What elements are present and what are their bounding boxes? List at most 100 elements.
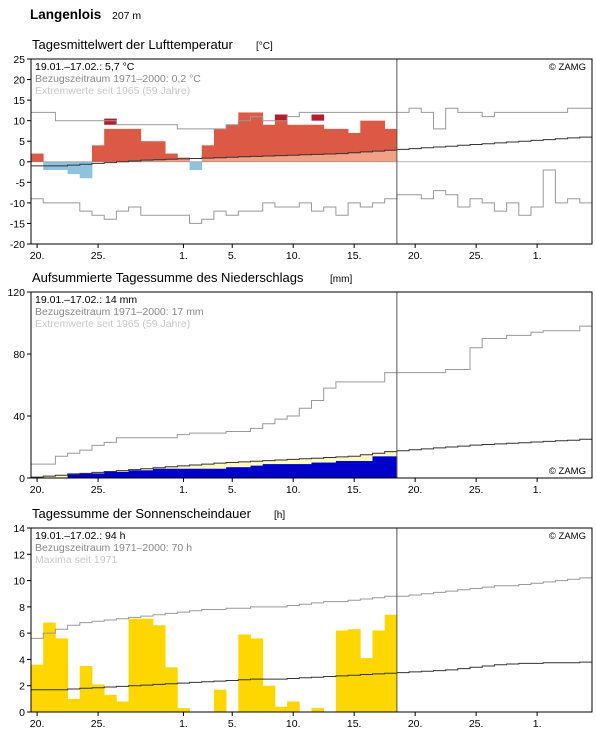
sun-bar — [335, 630, 349, 712]
precip-plot-border — [30, 291, 593, 479]
sun-ytick-label: 10 — [13, 576, 25, 588]
precip-info-line-3: Extremwerte seit 1965 (59 Jahre) — [35, 318, 190, 330]
precip-bar — [250, 465, 264, 478]
temp-info-line-2: Bezugszeitraum 1971–2000: 0,2 °C — [35, 73, 201, 85]
temp-ytick-label: 0 — [19, 157, 25, 169]
precip-bar — [201, 468, 215, 478]
temp-chart-title: Tagesmittelwert der Lufttemperatur — [32, 37, 234, 52]
temp-bar-anomaly — [274, 120, 288, 156]
temp-bar-mild — [323, 153, 337, 162]
sun-bar — [165, 667, 178, 712]
sun-ytick-label: 6 — [19, 628, 25, 640]
sun-xtick-label: 1. — [533, 718, 542, 729]
sun-bar — [360, 658, 373, 712]
temp-bar-record — [311, 114, 325, 121]
sun-info-line-1: 19.01.–17.02.: 94 h — [35, 530, 126, 542]
temp-bar-mild — [201, 158, 215, 162]
sun-plot-frame — [30, 527, 593, 713]
sun-bar — [384, 614, 398, 712]
temp-xtick-label: 20. — [30, 250, 45, 262]
sun-bar — [67, 698, 81, 712]
temp-bar-anomaly — [384, 128, 398, 151]
precip-ytick-label: 0 — [19, 473, 25, 485]
sun-bar — [372, 630, 386, 712]
sun-chart-unit: [h] — [274, 510, 285, 521]
temp-xtick-label: 20. — [408, 250, 423, 262]
sun-ytick-label: 0 — [19, 707, 25, 719]
precip-xtick-label: 25. — [91, 484, 106, 496]
sun-ytick-label: 14 — [13, 523, 25, 535]
temp-min-line — [31, 169, 592, 224]
temp-max-line — [31, 107, 592, 130]
sun-xtick-label: 10. — [286, 718, 301, 729]
precip-bar — [165, 468, 178, 478]
precip-bar — [189, 468, 203, 478]
sun-bar — [262, 685, 276, 712]
precip-bar — [360, 461, 373, 478]
precip-ytick-label: 120 — [7, 287, 25, 299]
precip-bar — [287, 464, 300, 478]
precip-xtick-label: 5. — [228, 484, 237, 496]
temp-bar-anomaly — [323, 128, 337, 154]
temp-bar-anomaly — [104, 128, 117, 162]
precip-bar — [311, 462, 325, 478]
temp-bar-mild — [250, 156, 264, 162]
temp-bar-anomaly — [348, 133, 361, 153]
sun-xtick-label: 20. — [408, 718, 423, 729]
temp-xtick-label: 25. — [91, 250, 106, 262]
sun-bar — [31, 664, 44, 712]
precip-ref-line — [31, 438, 592, 478]
temp-bar-mild — [152, 159, 166, 162]
precip-xtick-label: 20. — [30, 484, 45, 496]
sun-ref-line — [31, 661, 592, 691]
precip-chart: 120 80 40 0 20. 25. 1. 5. 10. 15. 20. 25. 1. 19.01.–1… — [7, 287, 593, 496]
sun-chart-title: Tagessumme der Sonnenscheindauer — [32, 506, 252, 521]
temp-copyright: © ZAMG — [549, 62, 586, 73]
temp-ytick-label: 20 — [13, 75, 25, 87]
sun-info-line-3: Maxima seit 1971 — [35, 554, 117, 566]
sun-bar — [104, 694, 117, 712]
temp-bar-anomaly — [165, 153, 178, 160]
temp-bar-record — [104, 118, 117, 125]
temp-bar-anomaly — [128, 128, 142, 161]
precip-bar — [384, 456, 398, 478]
temp-bar-anomaly — [238, 112, 251, 157]
sun-bar — [348, 629, 361, 712]
temp-ref-line — [31, 136, 592, 167]
precip-bar — [152, 468, 166, 478]
precip-max-line — [31, 325, 592, 465]
sun-plot-border — [30, 527, 593, 713]
temp-bar-cold — [79, 161, 93, 179]
precip-bar — [213, 468, 227, 478]
temp-xtick-label: 15. — [347, 250, 362, 262]
precip-bar — [116, 471, 129, 478]
precip-bar — [226, 467, 239, 478]
temp-bar-anomaly — [226, 124, 239, 158]
temp-bar-anomaly — [91, 145, 105, 162]
precip-xtick-label: 10. — [286, 484, 301, 496]
sun-ytick-label: 12 — [13, 549, 25, 561]
temp-bar-cold — [189, 161, 203, 170]
temp-bar-anomaly — [335, 128, 349, 154]
precip-bar — [335, 461, 349, 478]
precip-chart-title: Aufsummierte Tagessumme des Niederschlag… — [32, 270, 304, 285]
temp-ytick-label: -20 — [10, 239, 25, 251]
precip-bar — [140, 470, 154, 478]
sun-bar — [140, 618, 154, 712]
temp-bar-mild — [262, 156, 276, 162]
precip-bar — [262, 464, 276, 478]
precip-ytick-label: 40 — [13, 411, 25, 423]
precip-bar — [128, 470, 142, 478]
sun-ytick-label: 2 — [19, 681, 25, 693]
temp-bar-anomaly — [201, 145, 215, 159]
temp-bar-mild — [213, 157, 227, 162]
precip-info-line-1: 19.01.–17.02.: 14 mm — [35, 294, 137, 306]
sun-xtick-label: 25. — [469, 718, 484, 729]
sun-xtick-label: 1. — [179, 718, 188, 729]
temp-xtick-label: 1. — [533, 250, 542, 262]
temp-bar-anomaly — [213, 128, 227, 158]
precip-bar — [177, 468, 190, 478]
temp-bar-anomaly — [152, 141, 166, 160]
sun-bar — [274, 706, 288, 712]
sun-xtick-label: 5. — [228, 718, 237, 729]
